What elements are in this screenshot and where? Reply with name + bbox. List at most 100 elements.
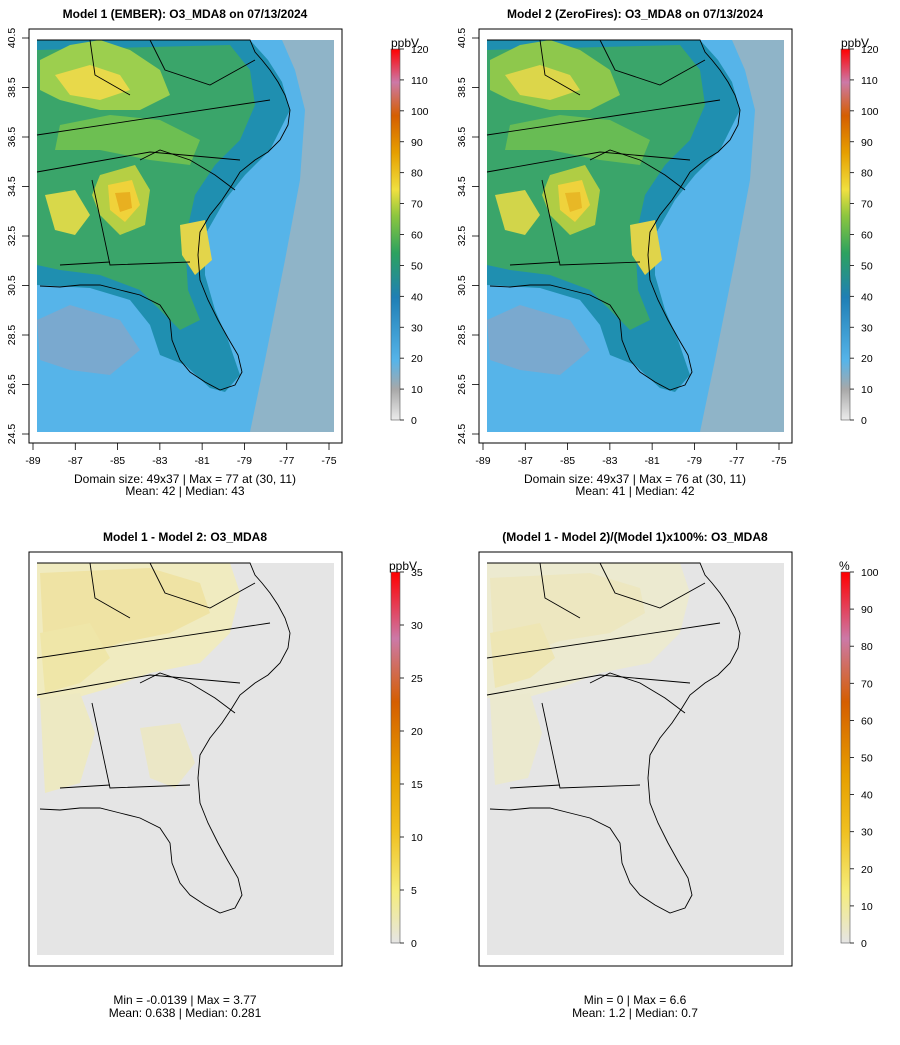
colorbar-tick-label: 10 — [411, 384, 423, 396]
colorbar-tick-label: 40 — [411, 291, 423, 303]
state-borders — [486, 562, 741, 914]
colorbar-unit-label: ppbV — [391, 36, 419, 50]
colorbar-tick-label: 80 — [861, 168, 873, 180]
state-borders — [36, 39, 291, 391]
x-tick-label: -87 — [68, 455, 83, 467]
colorbar-tick-label: 10 — [861, 384, 873, 396]
colorbar-tick-label: 50 — [411, 260, 423, 272]
y-tick-label: 36.5 — [6, 127, 18, 148]
colorbar-tick-label: 5 — [411, 885, 417, 897]
x-tick-label: -77 — [279, 455, 294, 467]
x-tick-label: -79 — [687, 455, 702, 467]
panel-model1: Model 1 (EMBER): O3_MDA8 on 07/13/2024 — [6, 7, 429, 498]
panel-model2: Model 2 (ZeroFires): O3_MDA8 on 07/13/20… — [456, 7, 879, 498]
stats-line-2: Mean: 1.2 | Median: 0.7 — [572, 1006, 698, 1020]
colorbar-tick-label: 35 — [411, 567, 423, 579]
colorbar-tick-label: 110 — [411, 75, 428, 87]
colorbar-tick-label: 10 — [411, 832, 423, 844]
colorbar-tick-label: 20 — [861, 864, 873, 876]
colorbar-tick-label: 70 — [861, 199, 873, 211]
colorbar-tick-label: 110 — [861, 75, 878, 87]
colorbar-tick-label: 70 — [861, 678, 873, 690]
colorbar-tick-label: 60 — [861, 715, 873, 727]
y-tick-label: 28.5 — [6, 325, 18, 346]
colorbar-tick-label: 0 — [411, 415, 417, 427]
x-tick-label: -79 — [237, 455, 252, 467]
colorbar-tick-label: 40 — [861, 291, 873, 303]
y-tick-label: 26.5 — [6, 374, 18, 395]
colorbar-tick-label: 120 — [861, 44, 879, 56]
y-axis: 24.5 26.5 28.5 30.5 32.5 34.5 36.5 38.5 40.5 — [456, 28, 479, 444]
y-tick-label: 32.5 — [6, 226, 18, 247]
colorbar: % 0 10 20 30 40 50 60 70 80 90 100 — [839, 559, 879, 950]
y-axis: 24.5 26.5 28.5 30.5 32.5 34.5 36.5 38.5 40.5 — [6, 28, 29, 445]
x-tick-label: -75 — [771, 455, 786, 467]
colorbar-tick-label: 30 — [861, 322, 873, 334]
x-tick-label: -85 — [560, 455, 575, 467]
stats-line-2: Mean: 41 | Median: 42 — [575, 484, 695, 498]
stats-line-1: Domain size: 49x37 | Max = 77 at (30, 11… — [74, 472, 296, 486]
state-borders — [486, 39, 741, 391]
colorbar-tick-label: 50 — [861, 753, 873, 765]
y-tick-label: 32.5 — [456, 226, 468, 247]
x-tick-label: -77 — [729, 455, 744, 467]
colorbar: ppbV 0 10 20 30 40 50 60 70 80 90 100 110 120 — [840, 36, 879, 427]
colorbar-tick-label: 10 — [861, 901, 873, 913]
colorbar-unit-label: ppbV — [389, 559, 417, 573]
colorbar-tick-label: 70 — [411, 199, 423, 211]
panel-percent-difference: (Model 1 - Model 2)/(Model 1)x100%: O3_M… — [478, 530, 879, 1020]
colorbar: ppbV 0 10 20 30 40 50 60 70 80 90 100 110 120 — [390, 36, 429, 427]
colorbar-tick-label: 25 — [411, 673, 423, 685]
colorbar-tick-label: 20 — [411, 726, 423, 738]
y-tick-label: 30.5 — [456, 275, 468, 296]
x-tick-label: -89 — [475, 455, 490, 467]
stats-line-1: Min = 0 | Max = 6.6 — [584, 993, 687, 1007]
colorbar-tick-label: 60 — [411, 230, 423, 242]
stats-line-1: Min = -0.0139 | Max = 3.77 — [113, 993, 257, 1007]
colorbar-tick-label: 90 — [861, 604, 873, 616]
stats-line-2: Mean: 42 | Median: 43 — [125, 484, 245, 498]
y-tick-label: 38.5 — [6, 77, 18, 98]
colorbar-tick-label: 100 — [411, 106, 429, 118]
colorbar-tick-label: 60 — [861, 230, 873, 242]
concentration-field — [487, 40, 784, 432]
panel-difference: Model 1 - Model 2: O3_MDA8 ppbV 0 5 10 15 20 2… — [28, 530, 423, 1020]
x-tick-label: -81 — [195, 455, 210, 467]
state-borders — [36, 562, 291, 914]
x-tick-label: -81 — [645, 455, 660, 467]
x-axis: -89 -87 -85 -83 -81 -79 -77 -75 — [25, 443, 337, 467]
y-tick-label: 30.5 — [6, 275, 18, 296]
colorbar-tick-label: 0 — [861, 415, 867, 427]
colorbar-tick-label: 40 — [861, 790, 873, 802]
y-tick-label: 34.5 — [456, 176, 468, 197]
x-tick-label: -89 — [25, 455, 40, 467]
colorbar-tick-label: 30 — [411, 620, 423, 632]
colorbar-tick-label: 50 — [861, 260, 873, 272]
colorbar-tick-label: 100 — [861, 106, 879, 118]
panel-title: Model 1 (EMBER): O3_MDA8 on 07/13/2024 — [63, 7, 308, 21]
colorbar-tick-label: 80 — [861, 641, 873, 653]
stats-line-2: Mean: 0.638 | Median: 0.281 — [109, 1006, 262, 1020]
panel-title: Model 2 (ZeroFires): O3_MDA8 on 07/13/20… — [507, 7, 763, 21]
y-tick-label: 40.5 — [6, 28, 18, 49]
percent-difference-field — [487, 563, 784, 955]
x-tick-label: -83 — [602, 455, 617, 467]
x-tick-label: -87 — [518, 455, 533, 467]
colorbar-tick-label: 120 — [411, 44, 429, 56]
y-tick-label: 24.5 — [6, 424, 18, 445]
y-tick-label: 28.5 — [456, 325, 468, 346]
stats-line-1: Domain size: 49x37 | Max = 76 at (30, 11… — [524, 472, 746, 486]
concentration-field — [37, 40, 334, 432]
colorbar-scale — [390, 48, 401, 421]
colorbar-tick-label: 90 — [411, 137, 423, 149]
panel-title: (Model 1 - Model 2)/(Model 1)x100%: O3_M… — [502, 530, 768, 544]
colorbar-scale — [390, 571, 401, 944]
difference-field — [37, 563, 334, 955]
colorbar: ppbV 0 5 10 15 20 25 30 35 — [389, 559, 423, 950]
colorbar-tick-label: 20 — [861, 353, 873, 365]
colorbar-unit-label: % — [839, 559, 850, 573]
x-tick-label: -85 — [110, 455, 125, 467]
colorbar-tick-label: 0 — [411, 938, 417, 950]
colorbar-scale — [840, 48, 851, 421]
